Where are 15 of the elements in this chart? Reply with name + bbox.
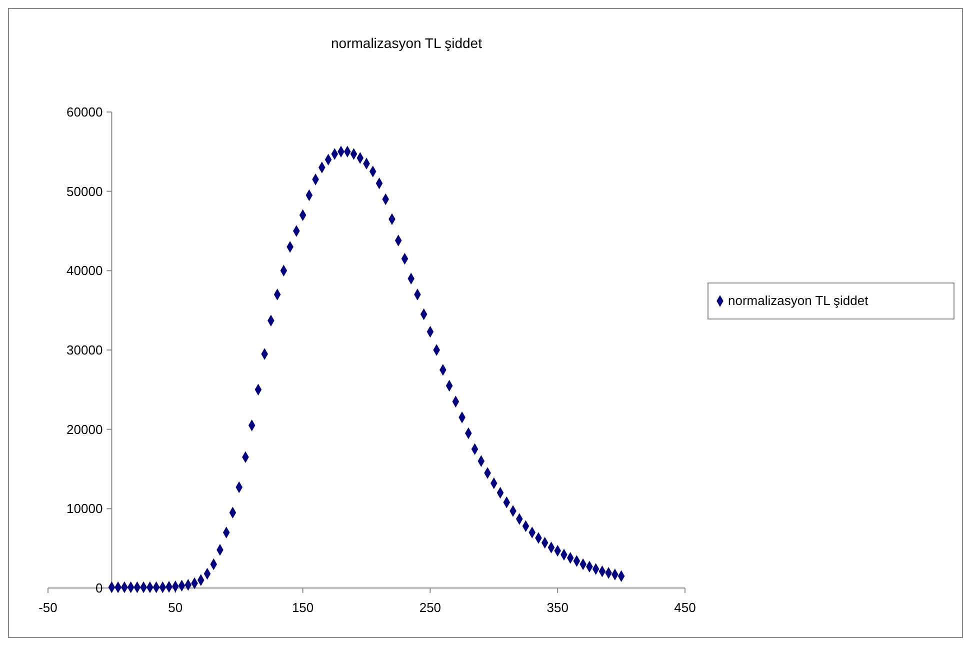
x-tick-label: 250	[419, 600, 442, 615]
y-tick-label: 50000	[66, 184, 103, 199]
y-tick-label: 60000	[66, 104, 103, 120]
y-tick-label: 10000	[66, 501, 103, 516]
x-tick-label: 50	[168, 600, 183, 615]
y-tick-label: 20000	[66, 422, 103, 437]
y-tick-label: 40000	[66, 263, 103, 278]
x-tick-label: 150	[292, 600, 314, 615]
y-tick-label: 30000	[66, 342, 103, 358]
x-tick-label: 350	[546, 600, 568, 615]
x-tick-label: 450	[674, 600, 696, 615]
x-tick-label: -50	[38, 600, 58, 615]
legend-label: normalizasyon TL şiddet	[728, 293, 869, 308]
chart-title: normalizasyon TL şiddet	[331, 35, 482, 51]
y-tick-label: 0	[95, 580, 103, 596]
